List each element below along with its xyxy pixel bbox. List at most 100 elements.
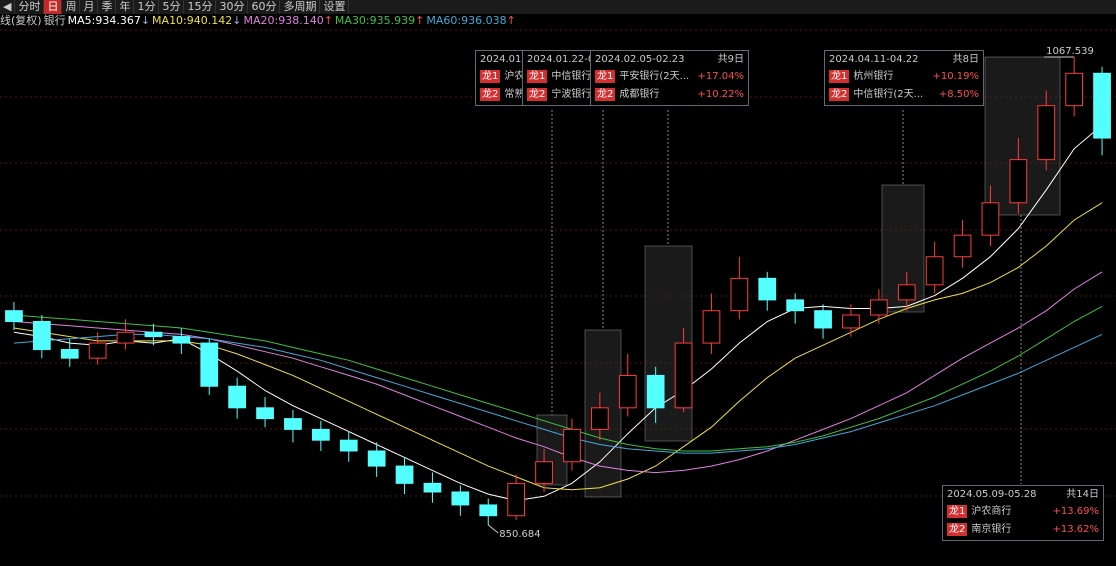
max-label: 1067.539 [1046, 46, 1094, 57]
candle-body [590, 407, 609, 430]
leader-row: 龙2 宁波银行 [527, 87, 639, 103]
candle-body [897, 284, 916, 301]
candle-body [535, 461, 553, 484]
rank-badge: 龙1 [480, 70, 501, 83]
chart-title: 线(复权) [0, 14, 42, 27]
leader-row: 龙1 沪农 [480, 69, 592, 85]
leader-row: 龙2 中信银行(2天... +8.50% [829, 87, 979, 103]
candle-body [563, 428, 581, 463]
ma-line [13, 333, 1103, 454]
leader-row: 龙2 成都银行 +10.22% [595, 87, 744, 103]
period-tab[interactable]: 多周期 [280, 0, 321, 14]
stock-name: 南京银行 [971, 524, 1012, 535]
candle-body [60, 349, 79, 359]
ma-value: 936.038 [461, 14, 507, 27]
ma-label: MA20: [243, 14, 279, 27]
period-tab[interactable]: 1分 [134, 0, 160, 14]
toolbar-lead: ◀ [0, 0, 16, 14]
period-tab[interactable]: 月 [80, 0, 99, 14]
ma-label: MA60: [426, 14, 462, 27]
pct-change: +13.69% [1052, 506, 1099, 517]
day-count: 共8日 [952, 54, 979, 65]
ma-arrow: ↑ [506, 14, 516, 27]
period-tab[interactable]: 5分 [159, 0, 185, 14]
period-tab[interactable]: 60分 [248, 0, 281, 14]
box-header: 2024.02.05-02.23 共9日 [595, 52, 744, 68]
pct-change: +13.62% [1052, 524, 1099, 535]
candle-body [339, 439, 358, 452]
ma-line [13, 305, 1103, 452]
leader-row: 龙1 杭州银行 +10.19% [829, 69, 979, 85]
period-tab[interactable]: 日 [44, 0, 63, 14]
annotation-box: 2024.05.09-05.28 共14日 龙1 沪农商行 +13.69% 龙2 南京银行 +… [942, 485, 1104, 541]
ma-value: 935.939 [369, 14, 416, 27]
stock-name: 沪农 [504, 71, 525, 82]
period-tab[interactable]: 周 [62, 0, 81, 14]
period-tab[interactable]: 30分 [216, 0, 249, 14]
leader-row: 龙1 中信银行 [527, 69, 639, 85]
stock-name: 沪农商行 [971, 506, 1012, 517]
period-tab[interactable]: 季 [98, 0, 117, 14]
candle-body [1009, 159, 1028, 204]
date-range: 2024.01.1 [480, 54, 531, 65]
candle-body [1037, 105, 1056, 161]
candle-body [395, 465, 414, 484]
candle-body [367, 450, 386, 467]
ma-label: MA10: [152, 14, 187, 27]
leader-row: 龙1 平安银行(2天... +17.04% [595, 69, 744, 85]
day-count: 共9日 [717, 54, 744, 65]
candle-body [618, 374, 637, 409]
rank-badge: 龙2 [480, 88, 501, 101]
pct-change: +10.19% [932, 71, 979, 82]
candle-body [786, 299, 805, 312]
indicator-header: 线(复权) 银行 MA5:934.367↓ MA10:940.142↓ MA20:938… [0, 14, 518, 28]
rank-badge: 龙1 [527, 70, 548, 83]
candle-body [200, 342, 219, 387]
period-tab[interactable]: 设置 [320, 0, 350, 14]
rank-badge: 龙1 [947, 505, 968, 518]
ma-label: MA30: [334, 14, 370, 27]
rank-badge: 龙2 [527, 88, 548, 101]
candle-body [869, 299, 888, 316]
candle-body [451, 491, 470, 506]
period-tab[interactable]: 年 [116, 0, 135, 14]
candle-body [479, 504, 498, 517]
candle-body [172, 336, 191, 344]
ma-arrow: ↑ [323, 14, 333, 27]
min-pointer [487, 524, 499, 534]
stock-name: 宁波银行 [551, 89, 592, 100]
toolbar: ◀ 分时日周月季年 1分 5分 15分 30分 60分 多周期 设置 [0, 0, 1116, 14]
candle-body [1065, 72, 1084, 107]
leader-row: 龙1 沪农商行 +13.69% [947, 504, 1099, 520]
date-range: 2024.02.05-02.23 [595, 54, 685, 65]
ma-arrow: ↓ [140, 14, 151, 27]
period-tab[interactable]: 15分 [184, 0, 217, 14]
candle-body [674, 342, 693, 409]
stock-name: 杭州银行 [853, 71, 894, 82]
stock-name: 平安银行(2天... [619, 71, 690, 82]
connectors [551, 110, 1022, 484]
candle-body [981, 202, 1000, 236]
ma-arrow: ↓ [232, 14, 242, 27]
period-tab[interactable]: 分时 [15, 0, 45, 14]
stock-name: 中信银行 [551, 71, 592, 82]
ma-label: MA5: [67, 14, 96, 27]
candle-body [925, 256, 944, 286]
pct-change: +10.22% [697, 89, 744, 100]
candle-body [311, 428, 330, 441]
day-count: 共14日 [1066, 489, 1099, 500]
rank-badge: 龙2 [829, 88, 850, 101]
candle-body [228, 385, 247, 409]
candle-body [256, 407, 274, 420]
rank-badge: 龙1 [829, 70, 850, 83]
ma-value: 940.142 [186, 14, 233, 27]
candle-body [144, 331, 163, 338]
rank-badge: 龙2 [595, 88, 616, 101]
box-header: 2024.04.11-04.22 共8日 [829, 52, 979, 68]
leader-row: 龙2 常熟 [480, 87, 592, 103]
box-header: 2024.01.22-0 [527, 52, 639, 68]
date-range: 2024.04.11-04.22 [829, 54, 919, 65]
ma-arrow: ↑ [415, 14, 425, 27]
